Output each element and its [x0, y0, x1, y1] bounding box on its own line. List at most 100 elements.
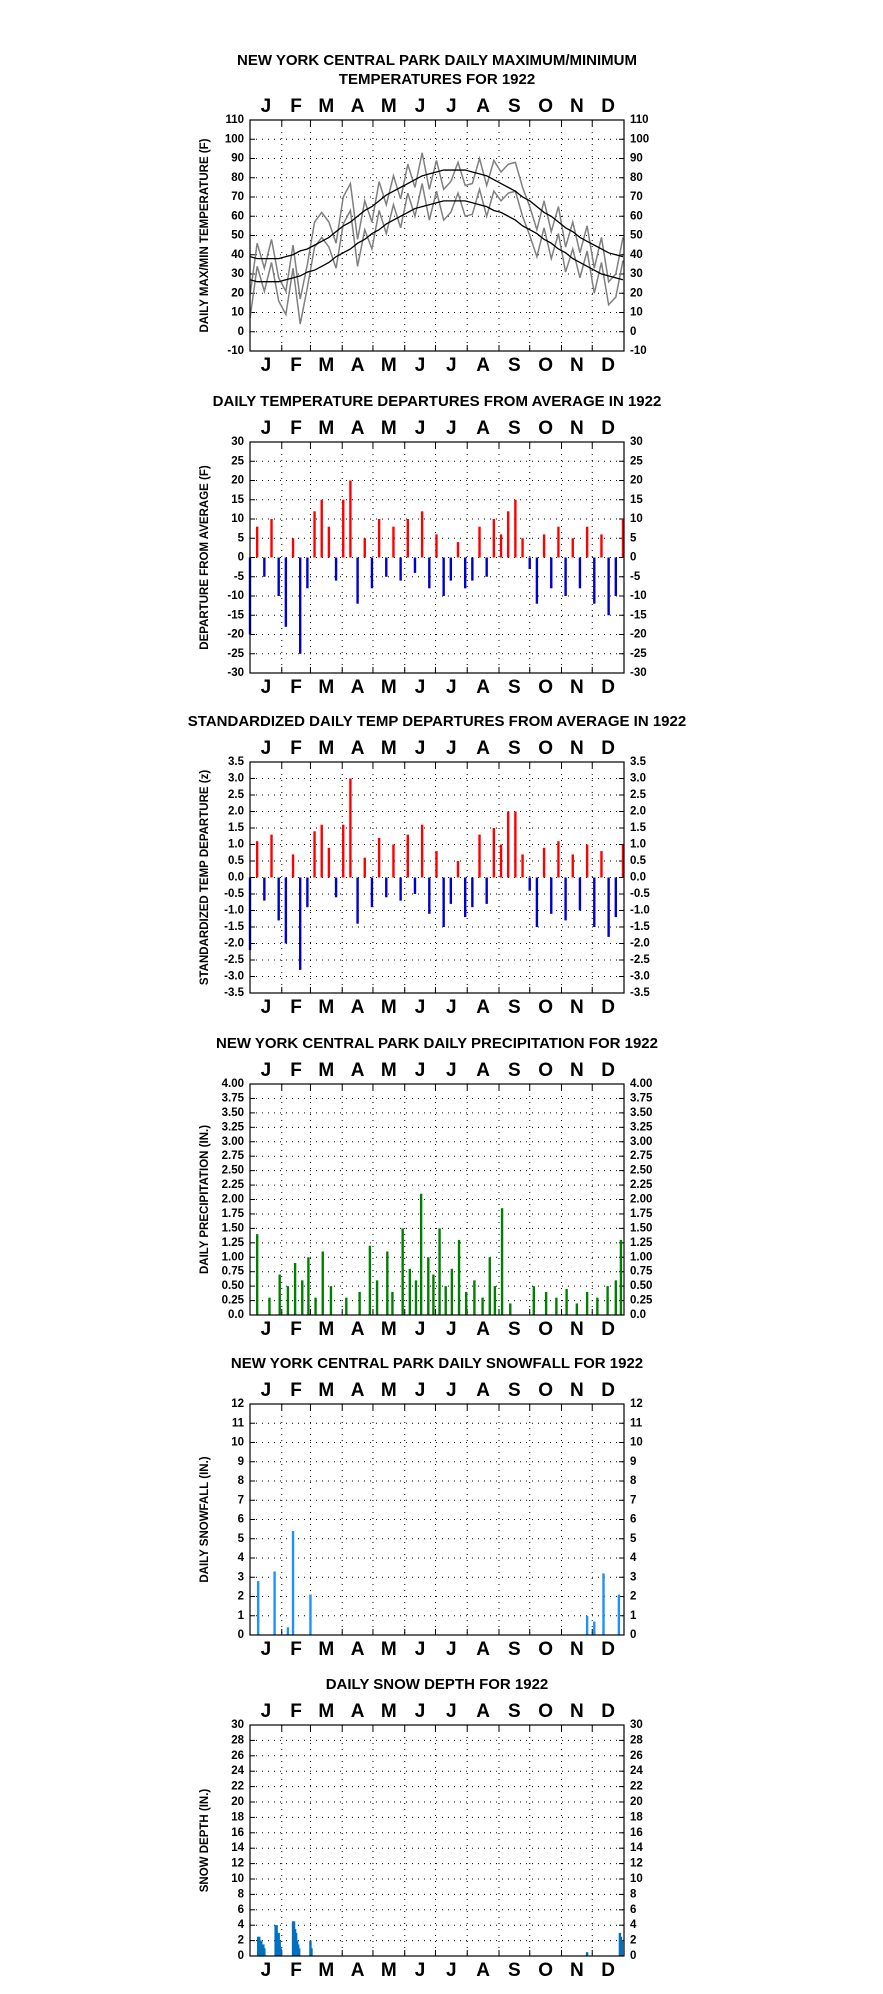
y-tick-label: 3.75 [222, 1092, 245, 1104]
month-label-bottom: M [381, 677, 397, 698]
y-tick-label: 3.00 [222, 1136, 244, 1148]
y-tick-label: 70 [231, 191, 244, 203]
y-tick-label-right: -2.0 [630, 938, 650, 950]
bar [500, 1208, 504, 1315]
bar [442, 877, 445, 927]
bar [291, 1531, 295, 1635]
y-tick-label-right: 0.75 [630, 1266, 653, 1278]
bar [291, 538, 295, 558]
bar [449, 557, 453, 581]
month-label-bottom: J [446, 997, 457, 1018]
bar [270, 834, 273, 878]
month-label-bottom: S [508, 1639, 521, 1660]
month-label-top: F [290, 418, 302, 439]
month-label-bottom: S [508, 997, 521, 1018]
y-tick-label-right: 5 [630, 532, 637, 544]
bar [375, 1280, 379, 1315]
y-tick-label-right: 3.50 [630, 1107, 652, 1119]
y-tick-label-right: 2 [630, 1591, 636, 1603]
y-tick-label-right: 1 [630, 1610, 637, 1622]
y-tick-label-right: 7 [630, 1494, 636, 1506]
month-label-top: M [381, 96, 397, 117]
month-label-bottom: M [318, 997, 334, 1018]
month-label-bottom: D [601, 355, 615, 376]
bar [509, 1303, 512, 1315]
bar [514, 499, 517, 558]
month-label-top: J [261, 418, 272, 439]
y-tick-label-right: 9 [630, 1456, 636, 1468]
month-label-top: F [290, 96, 302, 117]
chart-title: STANDARDIZED DAILY TEMP DEPARTURES FROM … [188, 713, 686, 730]
series-line [249, 152, 624, 300]
bar [284, 877, 288, 944]
bar [528, 557, 531, 570]
y-tick-label-right: 100 [630, 133, 649, 145]
bar [620, 1940, 624, 1956]
y-tick-label: -20 [227, 629, 244, 641]
bar [507, 511, 510, 558]
bar [617, 1594, 621, 1635]
bar [614, 877, 618, 918]
y-tick-label-right: -15 [630, 609, 647, 621]
bar [391, 1291, 394, 1315]
y-tick-label-right: -1.5 [630, 921, 650, 933]
bar [386, 1251, 389, 1315]
y-tick-label-right: 0.5 [630, 855, 647, 867]
month-label-top: M [318, 418, 334, 439]
bar [399, 877, 402, 901]
month-label-top: S [508, 738, 521, 759]
y-tick-label-right: 10 [630, 307, 643, 319]
month-label-bottom: J [446, 1639, 457, 1660]
month-label-bottom: M [318, 1960, 334, 1981]
y-tick-label-right: 3 [630, 1571, 636, 1583]
month-label-top: F [290, 1701, 302, 1722]
month-label-bottom: J [446, 1319, 457, 1340]
bar [614, 1280, 618, 1315]
y-tick-label: 10 [231, 1873, 244, 1885]
y-tick-label-right: 2.50 [630, 1165, 652, 1177]
month-label-top: J [415, 96, 426, 117]
month-label-top: J [446, 1060, 457, 1081]
bar [419, 1193, 423, 1315]
bar [585, 844, 589, 878]
month-label-top: O [538, 1380, 553, 1401]
plot-frame [249, 441, 625, 674]
bar [621, 519, 625, 558]
y-tick-label-right: 60 [630, 210, 643, 222]
month-label-bottom: J [261, 1639, 272, 1660]
bar [306, 877, 309, 908]
y-tick-label-right: 8 [630, 1888, 637, 1900]
y-tick-label: 2 [238, 1935, 244, 1947]
bar [291, 854, 295, 878]
bar [408, 1268, 412, 1315]
month-label-top: J [446, 96, 457, 117]
month-label-bottom: A [476, 1319, 490, 1340]
y-tick-label-right: 24 [630, 1765, 643, 1777]
bar [465, 1291, 468, 1315]
month-label-bottom: N [570, 1960, 584, 1981]
bar [377, 519, 381, 558]
bar [392, 844, 395, 878]
bar [521, 854, 524, 878]
bar [607, 557, 610, 616]
bar [377, 837, 381, 878]
month-label-top: S [508, 1701, 521, 1722]
y-tick-label-right: 4 [630, 1919, 637, 1931]
y-tick-label-right: 0 [630, 552, 636, 564]
bar [413, 557, 417, 573]
month-label-top: M [318, 738, 334, 759]
y-tick-label: 2.50 [222, 1165, 244, 1177]
y-axis-label: DAILY SNOWFALL (IN.) [199, 1456, 211, 1582]
month-label-bottom: J [415, 1960, 426, 1981]
y-tick-label: 26 [231, 1750, 244, 1762]
y-tick-label: 6 [238, 1514, 244, 1526]
y-tick-label-right: 1.25 [630, 1237, 653, 1249]
month-label-top: J [446, 1701, 457, 1722]
y-tick-label: -3.5 [224, 987, 244, 999]
bar [428, 877, 431, 914]
y-tick-label-right: 25 [630, 455, 643, 467]
y-tick-label-right: 2.25 [630, 1179, 653, 1191]
month-label-bottom: F [290, 1960, 302, 1981]
bar [507, 811, 510, 878]
